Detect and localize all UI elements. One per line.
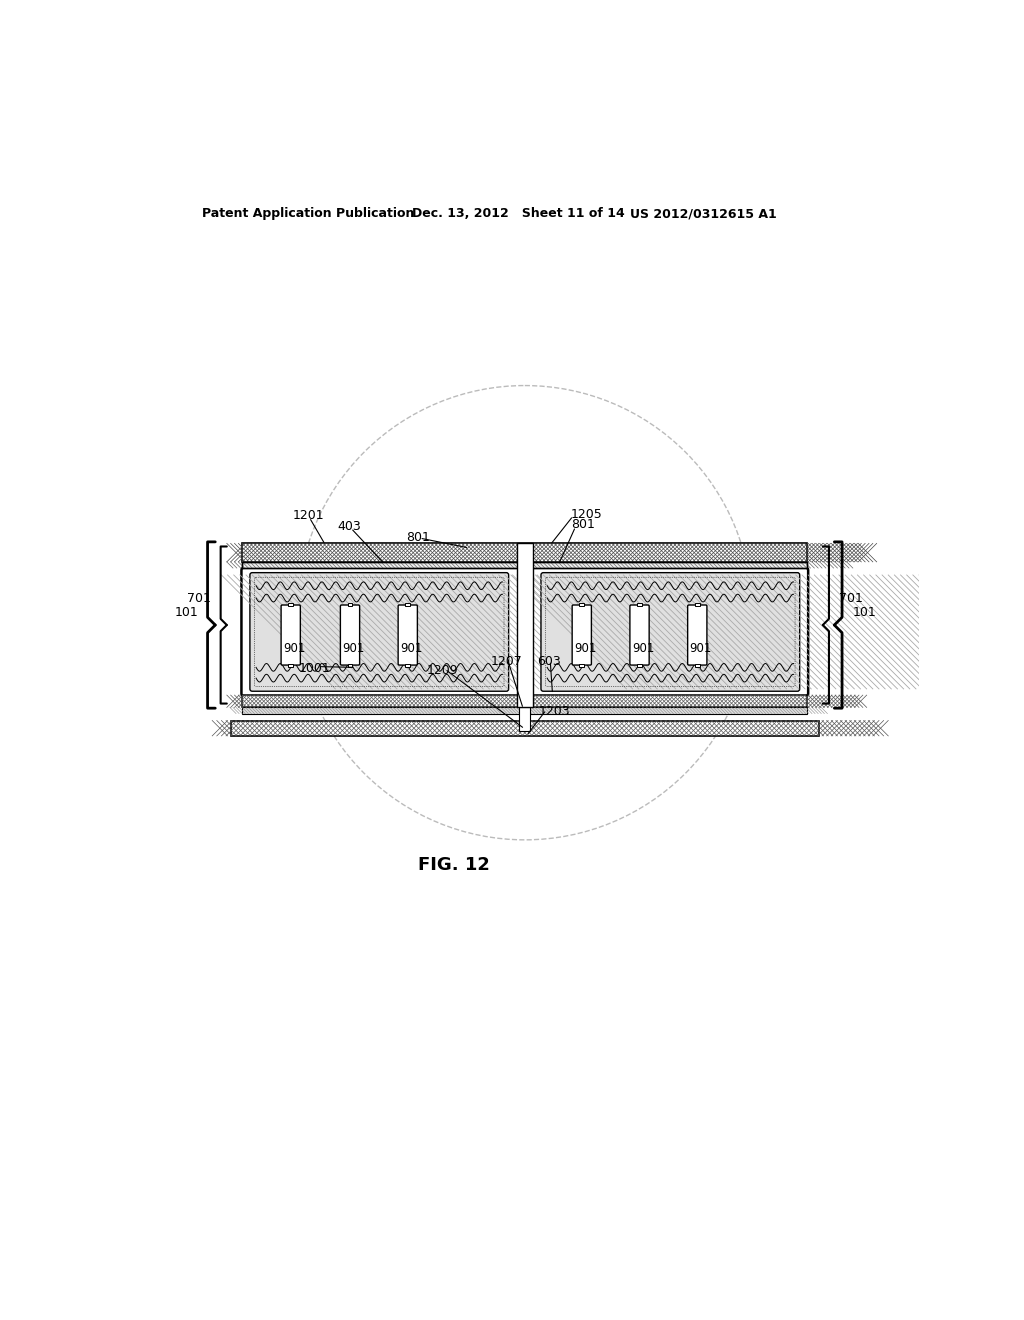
Bar: [517, 544, 532, 708]
Bar: [348, 664, 352, 667]
Bar: [695, 603, 699, 606]
FancyBboxPatch shape: [572, 605, 592, 665]
FancyBboxPatch shape: [630, 605, 649, 665]
Text: 901: 901: [632, 643, 654, 656]
FancyBboxPatch shape: [398, 605, 418, 665]
Bar: [243, 708, 807, 714]
Text: 1209: 1209: [426, 664, 458, 677]
Text: 901: 901: [283, 643, 305, 656]
FancyBboxPatch shape: [340, 605, 359, 665]
Text: 1201: 1201: [292, 510, 324, 523]
Bar: [243, 562, 807, 568]
FancyBboxPatch shape: [688, 605, 707, 665]
Bar: [637, 664, 642, 667]
Text: 801: 801: [407, 531, 430, 544]
Text: 101: 101: [853, 606, 877, 619]
Text: 801: 801: [571, 519, 595, 532]
FancyBboxPatch shape: [242, 568, 808, 697]
Text: 901: 901: [342, 643, 365, 656]
Text: 101: 101: [174, 606, 199, 619]
Bar: [243, 696, 807, 708]
Bar: [243, 544, 807, 562]
Bar: [243, 562, 807, 568]
FancyBboxPatch shape: [282, 605, 300, 665]
Bar: [637, 603, 642, 606]
Text: 403: 403: [337, 520, 360, 533]
Bar: [406, 603, 410, 606]
Text: 1203: 1203: [539, 705, 570, 718]
Text: 901: 901: [400, 643, 423, 656]
Bar: [519, 708, 530, 730]
Text: 1207: 1207: [490, 656, 522, 668]
Text: 1205: 1205: [571, 508, 603, 520]
FancyBboxPatch shape: [541, 573, 800, 692]
Text: Dec. 13, 2012   Sheet 11 of 14: Dec. 13, 2012 Sheet 11 of 14: [412, 207, 625, 220]
Text: 901: 901: [689, 643, 712, 656]
Text: 603: 603: [538, 656, 561, 668]
Text: FIG. 12: FIG. 12: [418, 857, 489, 874]
Bar: [289, 664, 293, 667]
Bar: [580, 603, 584, 606]
Bar: [348, 603, 352, 606]
Bar: [580, 664, 584, 667]
Text: 701: 701: [186, 593, 211, 606]
Bar: [406, 664, 410, 667]
Bar: [695, 664, 699, 667]
Text: 1001: 1001: [298, 661, 330, 675]
FancyBboxPatch shape: [250, 573, 509, 692]
Bar: [289, 603, 293, 606]
Text: Patent Application Publication: Patent Application Publication: [202, 207, 415, 220]
Text: 701: 701: [839, 593, 863, 606]
Text: 901: 901: [574, 643, 596, 656]
Text: US 2012/0312615 A1: US 2012/0312615 A1: [630, 207, 776, 220]
Bar: [230, 721, 819, 737]
